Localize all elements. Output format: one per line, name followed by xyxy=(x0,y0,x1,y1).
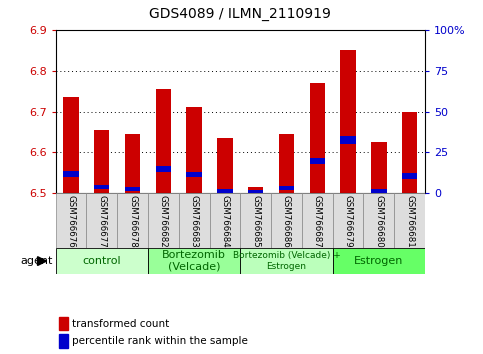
Bar xyxy=(63,171,79,177)
Bar xyxy=(186,107,202,193)
Bar xyxy=(217,189,233,193)
Bar xyxy=(156,89,171,193)
Text: GSM766686: GSM766686 xyxy=(282,195,291,247)
Bar xyxy=(279,185,294,190)
Bar xyxy=(125,187,140,191)
Text: GSM766685: GSM766685 xyxy=(251,195,260,247)
Text: Bortezomib
(Velcade): Bortezomib (Velcade) xyxy=(162,250,226,272)
Bar xyxy=(310,158,325,164)
Text: GSM766677: GSM766677 xyxy=(97,195,106,247)
Bar xyxy=(333,248,425,274)
Text: GSM766684: GSM766684 xyxy=(220,195,229,247)
Bar xyxy=(402,172,417,179)
Text: transformed count: transformed count xyxy=(72,319,170,329)
Text: GSM766679: GSM766679 xyxy=(343,195,353,247)
Text: GSM766682: GSM766682 xyxy=(159,195,168,247)
Bar xyxy=(240,248,333,274)
Bar xyxy=(402,112,417,193)
Bar xyxy=(394,193,425,248)
Bar xyxy=(333,193,364,248)
Text: GSM766681: GSM766681 xyxy=(405,195,414,247)
Bar xyxy=(56,248,148,274)
Bar xyxy=(94,130,110,193)
Text: GSM766680: GSM766680 xyxy=(374,195,384,247)
Bar xyxy=(302,193,333,248)
Text: Bortezomib (Velcade) +
Estrogen: Bortezomib (Velcade) + Estrogen xyxy=(233,251,341,271)
Bar xyxy=(371,142,386,193)
Text: control: control xyxy=(83,256,121,266)
Text: GSM766687: GSM766687 xyxy=(313,195,322,247)
Bar xyxy=(59,317,69,330)
Bar xyxy=(179,193,210,248)
Bar xyxy=(210,193,240,248)
Bar xyxy=(125,134,140,193)
Bar xyxy=(364,193,394,248)
Bar xyxy=(279,134,294,193)
Bar xyxy=(248,190,263,193)
Bar xyxy=(341,136,356,144)
Text: agent: agent xyxy=(21,256,53,266)
Bar xyxy=(117,193,148,248)
Bar xyxy=(248,187,263,193)
Bar xyxy=(371,189,386,193)
Bar xyxy=(341,51,356,193)
Bar xyxy=(56,193,86,248)
Bar xyxy=(148,193,179,248)
Text: GSM766678: GSM766678 xyxy=(128,195,137,247)
Text: Estrogen: Estrogen xyxy=(354,256,403,266)
Bar xyxy=(310,83,325,193)
Bar xyxy=(186,172,202,177)
Bar xyxy=(59,334,69,348)
Bar xyxy=(63,97,79,193)
Bar xyxy=(271,193,302,248)
Text: GSM766676: GSM766676 xyxy=(67,195,75,247)
Bar xyxy=(148,248,241,274)
Text: GSM766683: GSM766683 xyxy=(190,195,199,247)
Bar xyxy=(94,185,110,189)
Text: percentile rank within the sample: percentile rank within the sample xyxy=(72,336,248,346)
Bar xyxy=(217,138,233,193)
Bar xyxy=(156,166,171,172)
Text: GDS4089 / ILMN_2110919: GDS4089 / ILMN_2110919 xyxy=(149,7,331,21)
Bar xyxy=(240,193,271,248)
Bar xyxy=(86,193,117,248)
